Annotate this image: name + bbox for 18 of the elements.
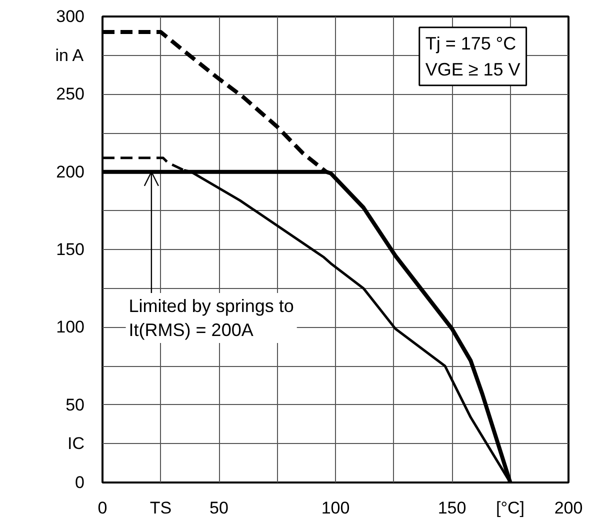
y-tick-label: 300 <box>56 7 85 26</box>
y-tick-label: in A <box>55 46 84 65</box>
y-tick-label: 100 <box>56 318 85 337</box>
annotation: Tj = 175 °C VGE ≥ 15 V <box>425 33 520 80</box>
x-tick-label: 0 <box>98 498 108 518</box>
x-tick-label: [°C] <box>496 498 525 518</box>
annotation: Limited by springs to It(RMS) = 200A <box>128 296 294 340</box>
x-tick-label: TS <box>150 498 172 518</box>
y-tick-label: IC <box>68 434 84 454</box>
x-tick-label: 200 <box>554 498 583 518</box>
y-tick-label: 0 <box>75 473 85 492</box>
y-tick-label: 200 <box>56 162 85 182</box>
x-tick-label: 150 <box>438 498 466 518</box>
y-tick-label: 250 <box>56 84 85 104</box>
x-tick-label: 100 <box>321 498 350 518</box>
x-tick-label: 50 <box>210 498 228 518</box>
y-tick-label: 50 <box>66 395 85 414</box>
y-tick-label: 150 <box>56 240 85 259</box>
